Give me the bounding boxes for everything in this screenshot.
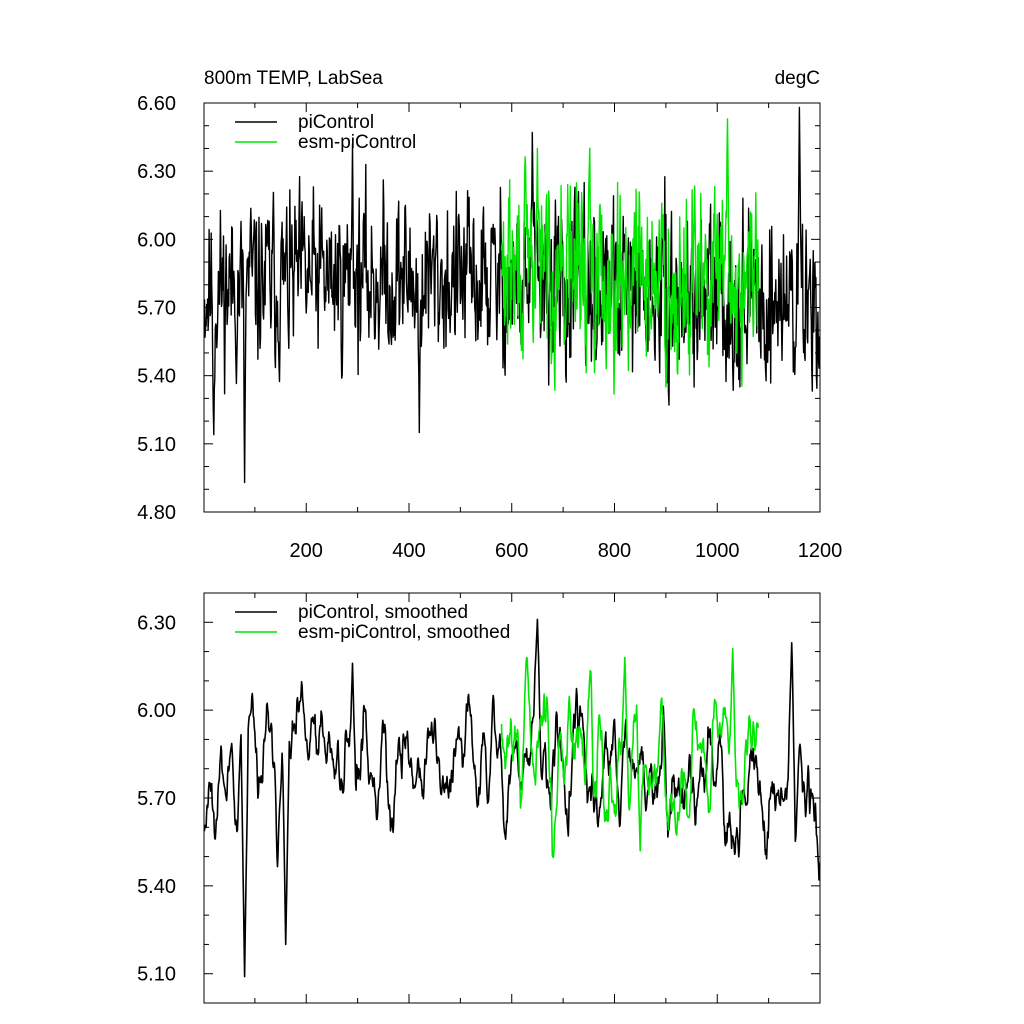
y-tick-label: 6.30 bbox=[137, 612, 176, 634]
x-tick-label: 1000 bbox=[695, 540, 740, 562]
y-tick-label: 5.40 bbox=[137, 366, 176, 388]
y-tick-label: 5.70 bbox=[137, 788, 176, 810]
plot-area bbox=[204, 106, 820, 484]
x-tick-label: 1200 bbox=[798, 540, 843, 562]
y-tick-label: 6.30 bbox=[137, 161, 176, 183]
y-tick-label: 5.10 bbox=[137, 964, 176, 986]
legend-label: piControl, smoothed bbox=[298, 602, 468, 623]
x-tick-label: 400 bbox=[392, 540, 425, 562]
y-tick-label: 6.00 bbox=[137, 229, 176, 251]
bottom-panel: 5.10 5.40 5.70 6.00 6.30 piControl, smoothede… bbox=[137, 592, 821, 1004]
y-tick-label: 4.80 bbox=[137, 502, 176, 524]
series-line-esm-picontrol bbox=[500, 118, 759, 395]
x-tick-label: 600 bbox=[495, 540, 528, 562]
plot-area bbox=[204, 618, 820, 978]
series-line-picontrol-smoothed bbox=[204, 618, 820, 978]
series-line-esm-picontrol-smoothed bbox=[500, 647, 760, 859]
y-tick-label: 6.00 bbox=[137, 700, 176, 722]
y-tick-label: 6.60 bbox=[137, 93, 176, 115]
y-tick-label: 5.40 bbox=[137, 876, 176, 898]
top-panel: 200 400 600 800 1000 1200 4.80 5.10 5.40 5.70 6.00… bbox=[137, 93, 842, 562]
y-tick-label: 5.10 bbox=[137, 434, 176, 456]
plot-frame bbox=[203, 592, 821, 1004]
x-tick-label: 800 bbox=[598, 540, 631, 562]
y-tick-label: 5.70 bbox=[137, 298, 176, 320]
legend-label: esm-piControl bbox=[298, 132, 416, 153]
x-tick-label: 200 bbox=[290, 540, 323, 562]
legend-label: piControl bbox=[298, 112, 374, 133]
legend-label: esm-piControl, smoothed bbox=[298, 622, 510, 643]
chart-title-right: degC bbox=[775, 68, 820, 89]
chart-title-left: 800m TEMP, LabSea bbox=[204, 68, 383, 89]
